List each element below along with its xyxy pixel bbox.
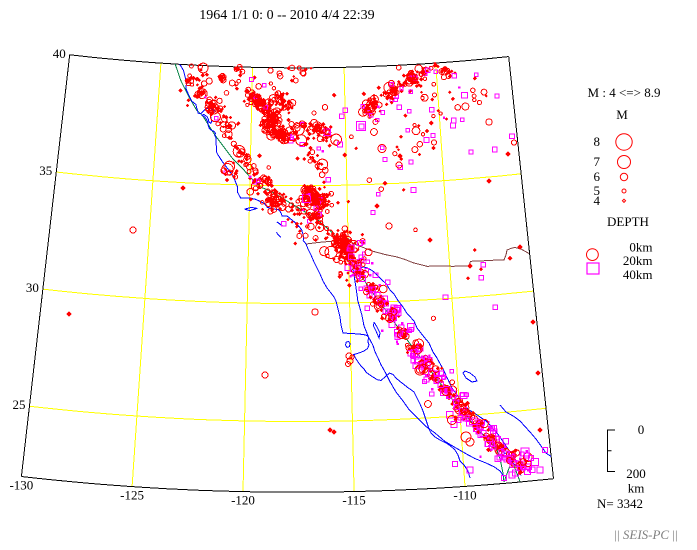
svg-text:7: 7 — [594, 154, 601, 169]
svg-text:0km: 0km — [629, 240, 652, 255]
svg-text:|| SEIS-PC ||: || SEIS-PC || — [614, 527, 677, 542]
svg-text:-130: -130 — [9, 478, 33, 493]
svg-text:6: 6 — [594, 169, 601, 184]
svg-text:40km: 40km — [623, 267, 653, 282]
svg-text:1964 1/1 0: 0 -- 2010 4/4 22:3: 1964 1/1 0: 0 -- 2010 4/4 22:39 — [199, 8, 374, 23]
svg-text:4: 4 — [594, 193, 601, 208]
svg-text:25: 25 — [13, 397, 26, 412]
svg-text:35: 35 — [39, 163, 52, 178]
svg-text:N= 3342: N= 3342 — [597, 496, 643, 511]
svg-text:0: 0 — [638, 422, 645, 437]
svg-text:M : 4 <=> 8.9: M : 4 <=> 8.9 — [588, 85, 661, 100]
svg-text:200: 200 — [626, 466, 646, 481]
svg-text:20km: 20km — [623, 253, 653, 268]
svg-text:km: km — [628, 481, 645, 496]
svg-text:DEPTH: DEPTH — [607, 214, 649, 229]
svg-text:-120: -120 — [231, 493, 255, 508]
svg-text:30: 30 — [26, 280, 39, 295]
svg-text:M: M — [616, 107, 628, 122]
svg-text:5: 5 — [594, 183, 601, 198]
svg-text:-125: -125 — [120, 488, 144, 503]
svg-text:8: 8 — [594, 134, 601, 149]
svg-text:40: 40 — [53, 46, 66, 61]
svg-text:-110: -110 — [453, 487, 476, 502]
svg-text:-115: -115 — [342, 493, 365, 508]
